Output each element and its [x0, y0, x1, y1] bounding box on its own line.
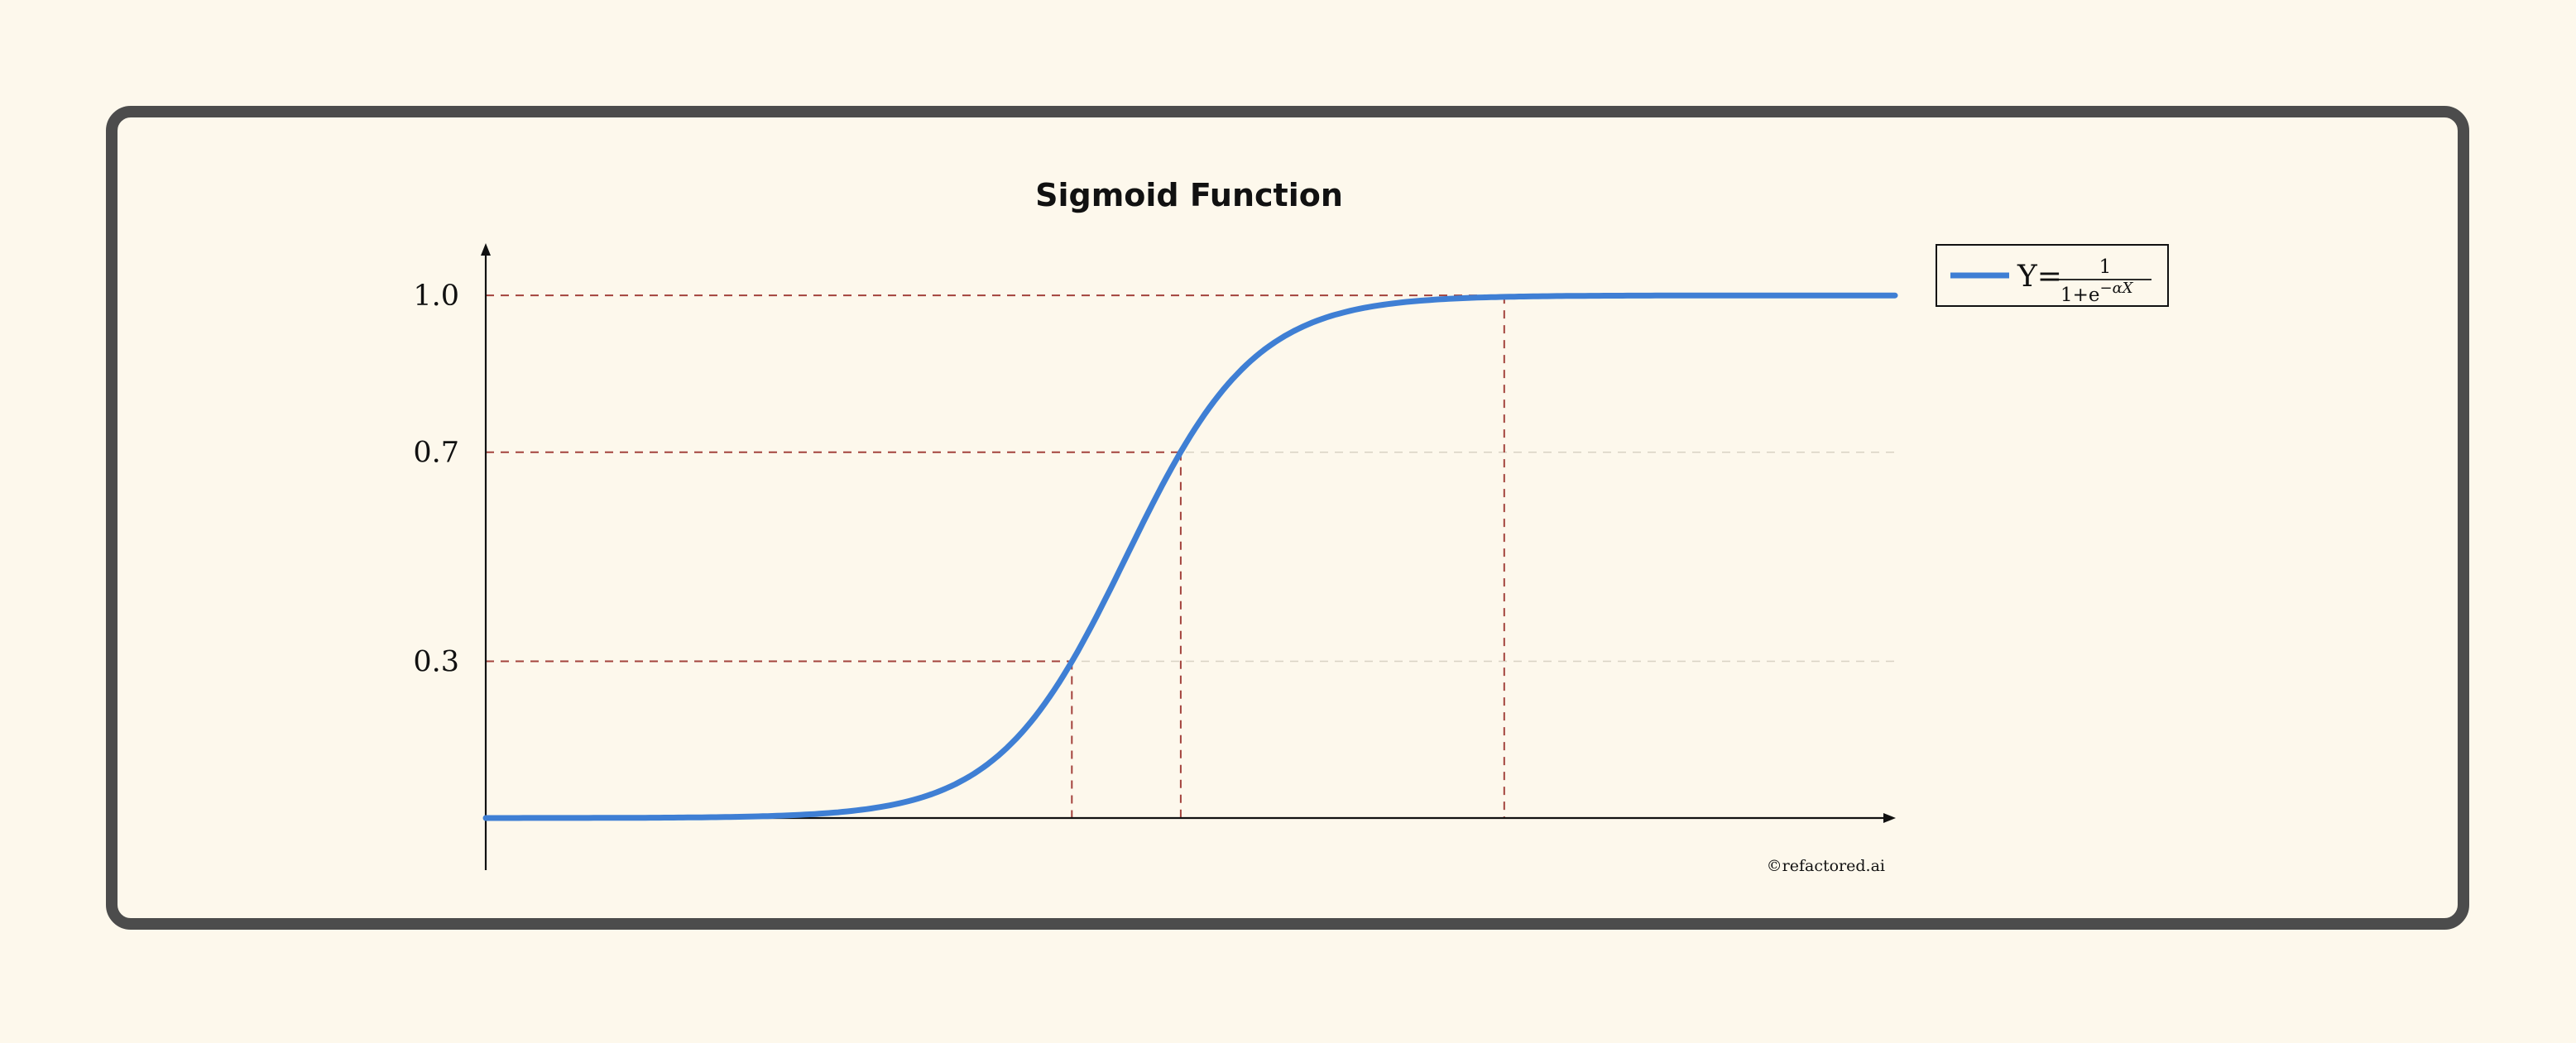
legend-denominator: 1+e−αX	[2060, 280, 2134, 306]
reference-lines	[486, 294, 1505, 818]
series-layer	[482, 292, 1898, 821]
y-tick-label-1: 0.7	[413, 437, 459, 470]
y-tick-labels: 0.3 0.7 1.0	[413, 280, 459, 678]
legend-label-prefix: Y=	[2017, 260, 2062, 294]
y-tick-label-0: 0.3	[413, 645, 459, 678]
x-axis-arrow	[1883, 813, 1896, 823]
credit-annotation: ©refactored.ai	[1767, 857, 1885, 875]
chart-frame	[106, 106, 2469, 930]
y-axis-arrow	[481, 243, 491, 256]
chart-title: Sigmoid Function	[1035, 177, 1343, 213]
legend: Y= 1 1+e−αX	[1936, 244, 2169, 307]
grid-layer	[486, 294, 1895, 663]
sigmoid-series-line-0	[482, 292, 1898, 821]
legend-exponent: −αX	[2100, 280, 2134, 297]
y-tick-label-2: 1.0	[413, 280, 459, 313]
legend-numerator: 1	[2099, 256, 2112, 278]
axes	[481, 243, 1896, 870]
